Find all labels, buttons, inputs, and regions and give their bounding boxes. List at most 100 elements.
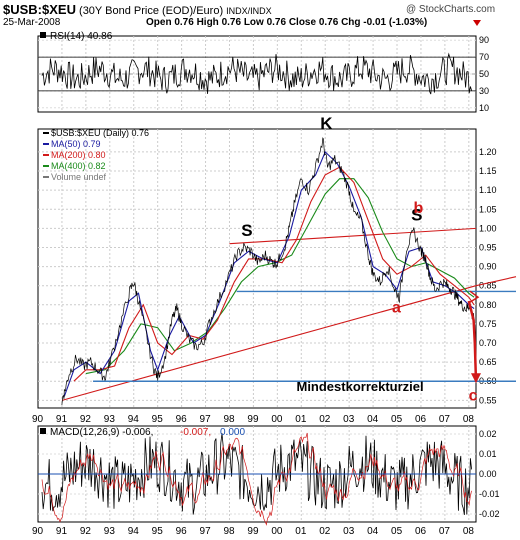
macd-x-tick-label: 98 <box>223 526 235 537</box>
price-y-tick-label: 0.80 <box>479 300 497 310</box>
ma50-line <box>63 150 475 397</box>
price-x-tick-label: 08 <box>463 414 475 425</box>
macd-x-tick-label: 00 <box>271 526 283 537</box>
macd-label-signal: -0.007, <box>180 427 211 438</box>
rsi-label-marker <box>40 32 46 38</box>
legend-entry: Volume undef <box>51 172 107 182</box>
macd-y-tick-label: 0.01 <box>479 449 497 459</box>
rsi-line <box>41 52 472 95</box>
rsi-y-tick-label: 90 <box>479 35 489 45</box>
price-x-tick-label: 98 <box>223 414 235 425</box>
trend-line <box>229 227 477 245</box>
macd-x-tick-label: 93 <box>104 526 116 537</box>
price-x-tick-label: 99 <box>247 414 259 425</box>
macd-x-tick-label: 91 <box>56 526 68 537</box>
price-line <box>61 137 475 406</box>
macd-x-tick-label: 03 <box>343 526 355 537</box>
macd-x-tick-label: 01 <box>295 526 307 537</box>
price-x-tick-label: 94 <box>128 414 140 425</box>
price-x-tick-label: 06 <box>415 414 427 425</box>
macd-signal-line <box>41 432 472 526</box>
price-y-tick-label: 0.70 <box>479 338 497 348</box>
wave-label: b <box>414 200 424 217</box>
legend-entry: MA(200) 0.80 <box>51 150 106 160</box>
rsi-y-tick-label: 70 <box>479 52 489 62</box>
trend-line-extension <box>475 276 517 287</box>
legend-entry: MA(400) 0.82 <box>51 161 106 171</box>
projection-arrow <box>467 300 478 382</box>
price-panel-frame <box>37 128 477 409</box>
watermark: @ StockCharts.com <box>406 4 496 15</box>
price-y-tick-label: 1.15 <box>479 166 497 176</box>
price-y-tick-label: 1.05 <box>479 204 497 214</box>
macd-y-tick-label: 0.00 <box>479 469 497 479</box>
price-x-tick-label: 07 <box>439 414 451 425</box>
macd-x-tick-label: 06 <box>415 526 427 537</box>
macd-x-tick-label: 02 <box>319 526 331 537</box>
macd-label-hist: 0.000 <box>220 427 245 438</box>
price-x-tick-label: 90 <box>32 414 44 425</box>
macd-y-tick-label: -0.01 <box>479 489 500 499</box>
price-y-tick-label: 1.00 <box>479 223 497 233</box>
legend-entry: MA(50) 0.79 <box>51 139 101 149</box>
wave-label: c <box>469 387 478 404</box>
macd-x-tick-label: 08 <box>463 526 475 537</box>
breakout-arrow-icon <box>469 290 480 303</box>
wave-label: S <box>411 206 422 225</box>
macd-label: MACD(12,26,9) -0.006, <box>50 427 153 438</box>
wave-label: K <box>320 114 333 133</box>
price-x-tick-label: 01 <box>295 414 307 425</box>
price-y-tick-label: 0.85 <box>479 281 497 291</box>
projection-arrowhead <box>471 373 481 384</box>
legend-entry: $USB:$XEU (Daily) 0.76 <box>51 128 149 138</box>
macd-x-tick-label: 04 <box>367 526 379 537</box>
price-y-tick-label: 0.55 <box>479 395 497 405</box>
ma200-line <box>73 166 475 382</box>
macd-x-tick-label: 96 <box>176 526 188 537</box>
macd-x-tick-label: 94 <box>128 526 140 537</box>
price-y-tick-label: 0.75 <box>479 319 497 329</box>
price-x-tick-label: 03 <box>343 414 355 425</box>
symbol-description: (30Y Bond Price (EOD)/Euro) <box>79 5 224 17</box>
macd-x-tick-label: 92 <box>80 526 92 537</box>
exchange-label: INDX/INDX <box>226 6 272 16</box>
price-y-tick-label: 1.10 <box>479 185 497 195</box>
price-x-tick-label: 91 <box>56 414 68 425</box>
wave-label: S <box>241 221 252 240</box>
wave-label: a <box>392 299 401 316</box>
macd-x-tick-label: 99 <box>247 526 259 537</box>
target-annotation: Mindestkorrekturziel <box>296 379 423 394</box>
price-x-tick-label: 05 <box>391 414 403 425</box>
price-y-tick-label: 0.90 <box>479 262 497 272</box>
rsi-y-tick-label: 50 <box>479 69 489 79</box>
macd-y-tick-label: 0.02 <box>479 429 497 439</box>
price-x-tick-label: 93 <box>104 414 116 425</box>
ohlc-summary: Open 0.76 High 0.76 Low 0.76 Close 0.76 … <box>146 17 428 28</box>
price-x-tick-label: 00 <box>271 414 283 425</box>
rsi-label: RSI(14) 40.86 <box>50 31 113 42</box>
price-x-tick-label: 96 <box>176 414 188 425</box>
price-x-tick-label: 97 <box>200 414 212 425</box>
chart-header-line1: $USB:$XEU (30Y Bond Price (EOD)/Euro) IN… <box>3 2 272 17</box>
macd-x-tick-label: 90 <box>32 526 44 537</box>
price-y-tick-label: 1.20 <box>479 147 497 157</box>
ma400-line <box>85 178 475 375</box>
macd-label-marker <box>40 428 46 434</box>
macd-x-tick-label: 95 <box>152 526 164 537</box>
down-arrow-icon <box>473 20 481 26</box>
price-y-tick-label: 0.95 <box>479 242 497 252</box>
price-x-tick-label: 95 <box>152 414 164 425</box>
price-x-tick-label: 92 <box>80 414 92 425</box>
macd-line <box>41 433 472 515</box>
macd-x-tick-label: 97 <box>200 526 212 537</box>
price-x-tick-label: 04 <box>367 414 379 425</box>
price-x-tick-label: 02 <box>319 414 331 425</box>
rsi-y-tick-label: 10 <box>479 103 489 113</box>
rsi-y-tick-label: 30 <box>479 86 489 96</box>
macd-y-tick-label: -0.02 <box>479 509 500 519</box>
macd-x-tick-label: 05 <box>391 526 403 537</box>
price-y-tick-label: 0.65 <box>479 357 497 367</box>
chart-date: 25-Mar-2008 <box>3 17 61 28</box>
symbol-title: $USB:$XEU <box>3 2 76 17</box>
